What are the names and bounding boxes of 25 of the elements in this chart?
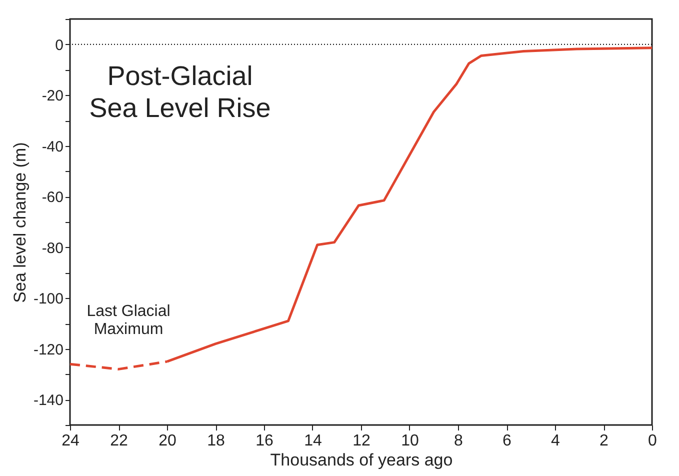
y-tick-label: -120 [33,341,64,358]
x-tick-label: 12 [352,432,370,450]
y-tick-label: -140 [33,392,64,410]
x-tick-label: 8 [454,432,464,450]
text: Post-Glacial Sea Level Rise [89,61,271,123]
x-tick-label: 20 [158,432,176,450]
x-tick-label: 2 [600,432,609,450]
x-tick-label: 16 [256,432,274,450]
x-axis-title: Thousands of years ago [270,450,453,470]
y-tick-label: -20 [42,88,64,105]
x-tick-label: 10 [401,432,419,450]
y-tick-label: -100 [33,290,64,308]
x-tick-label: 6 [502,432,512,450]
y-tick-label: -40 [42,138,64,156]
x-tick-label: 22 [110,432,128,450]
x-tick-label: 0 [648,432,658,450]
x-tick-label: 24 [62,432,80,450]
x-tick-label: 4 [551,432,560,450]
annotation: Last Glacial Maximum [86,303,170,338]
y-axis-title: Sea level change (m) [10,142,30,303]
x-tick-label: 18 [207,432,225,450]
y-tick-label: -60 [42,189,64,206]
y-tick-label: -80 [42,240,64,257]
y-tick-label: 0 [55,36,64,54]
x-tick-label: 14 [304,432,322,450]
